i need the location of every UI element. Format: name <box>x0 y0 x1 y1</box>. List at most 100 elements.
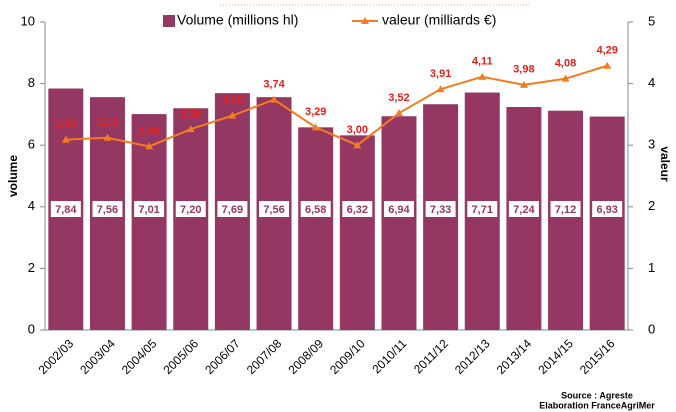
y-tick-label: 6 <box>28 137 35 152</box>
y2-tick-label: 3 <box>648 137 655 152</box>
marker <box>186 125 195 133</box>
y-axis-title: volume <box>6 155 20 197</box>
y-tick-label: 4 <box>28 198 35 213</box>
marker <box>61 135 70 143</box>
point-label: 3,48 <box>222 95 243 107</box>
bar-label-bg <box>467 201 498 217</box>
marker <box>603 61 612 69</box>
point-label: 2,98 <box>138 125 159 137</box>
y2-tick-label: 4 <box>648 75 655 90</box>
bar-label-bg <box>383 201 414 217</box>
bar <box>381 116 417 330</box>
line <box>65 64 608 148</box>
y2-tick-label: 2 <box>648 198 655 213</box>
x-tick-label: 2011/12 <box>411 336 451 376</box>
y-tick-label: 8 <box>28 75 35 90</box>
bar-label-bg <box>217 201 248 217</box>
point-label: 3,26 <box>180 108 201 120</box>
point-label: 4,11 <box>472 56 493 68</box>
bar-label-bg <box>550 201 581 217</box>
bar-label: 6,93 <box>596 204 617 216</box>
bar <box>131 114 167 330</box>
bar-label: 7,20 <box>180 204 201 216</box>
bar-label: 7,24 <box>513 204 535 216</box>
bar-label-bg <box>342 201 373 217</box>
bar-label: 6,32 <box>347 204 368 216</box>
legend-label: Volume (millions hl) <box>177 12 298 28</box>
x-tick-label: 2014/15 <box>535 336 576 377</box>
y-tick-label: 0 <box>28 321 35 336</box>
bar-label-bg <box>92 201 123 217</box>
x-tick-label: 2006/07 <box>202 336 243 377</box>
bar-label: 7,56 <box>263 204 284 216</box>
bar-label-bg <box>134 201 165 217</box>
bar-label: 6,94 <box>388 204 410 216</box>
y-tick-label: 10 <box>21 13 35 28</box>
bar-label-bg <box>50 201 81 217</box>
x-tick-label: 2008/09 <box>285 336 326 377</box>
marker <box>436 85 445 93</box>
bar-label: 6,58 <box>305 204 326 216</box>
bar <box>506 107 542 331</box>
marker <box>228 111 237 119</box>
x-tick-label: 2004/05 <box>119 336 160 377</box>
marker <box>353 141 362 149</box>
point-label: 3,52 <box>388 92 409 104</box>
bar-label-bg <box>175 201 206 217</box>
y2-tick-label: 1 <box>648 260 655 275</box>
bar-label: 7,01 <box>138 204 159 216</box>
bar-label: 7,71 <box>472 204 493 216</box>
bar-label: 7,69 <box>222 204 243 216</box>
point-label: 3,29 <box>305 106 326 118</box>
point-label: 3,00 <box>347 124 368 136</box>
marker <box>145 142 154 150</box>
point-label: 3,12 <box>97 117 118 129</box>
y2-tick-label: 5 <box>648 13 655 28</box>
y2-axis-title: valeur <box>658 146 672 182</box>
bar-label: 7,84 <box>55 204 77 216</box>
point-label: 3,98 <box>513 64 534 76</box>
marker <box>478 72 487 80</box>
bar-label: 7,56 <box>97 204 118 216</box>
x-tick-label: 2013/14 <box>494 336 535 377</box>
source: Source : Agreste <box>561 390 633 400</box>
point-label: 3,09 <box>55 119 76 131</box>
bar-label-bg <box>259 201 290 217</box>
bar <box>589 116 625 330</box>
y-tick-label: 2 <box>28 260 35 275</box>
marker <box>311 123 320 131</box>
x-tick-label: 2003/04 <box>77 336 118 377</box>
point-label: 4,08 <box>555 58 576 70</box>
x-tick-label: 2005/06 <box>161 336 202 377</box>
x-tick-label: 2012/13 <box>452 336 493 377</box>
source: Elaboration FranceAgriMer <box>539 400 655 410</box>
bar <box>423 104 459 331</box>
bar-label-bg <box>508 201 539 217</box>
bar <box>298 127 334 330</box>
point-label: 4,29 <box>596 45 617 57</box>
point-label: 3,91 <box>430 68 451 80</box>
bar-label-bg <box>592 201 623 217</box>
bar <box>339 135 375 330</box>
marker <box>103 133 112 141</box>
bar <box>548 110 584 330</box>
legend-marker <box>361 17 369 24</box>
bar <box>173 108 209 331</box>
bar-label: 7,12 <box>555 204 576 216</box>
bar-label-bg <box>300 201 331 217</box>
point-label: 3,74 <box>263 79 285 91</box>
marker <box>270 95 279 103</box>
y2-tick-label: 0 <box>648 321 655 336</box>
x-tick-label: 2010/11 <box>369 336 409 376</box>
marker <box>519 80 528 88</box>
marker <box>394 109 403 117</box>
legend-swatch <box>163 15 175 27</box>
bar-label: 7,33 <box>430 204 451 216</box>
x-tick-label: 2015/16 <box>577 336 618 377</box>
marker <box>561 74 570 82</box>
x-tick-label: 2007/08 <box>244 336 285 377</box>
x-tick-label: 2002/03 <box>36 336 77 377</box>
x-tick-label: 2009/10 <box>327 336 368 377</box>
legend-label: valeur (milliards €) <box>382 12 496 28</box>
